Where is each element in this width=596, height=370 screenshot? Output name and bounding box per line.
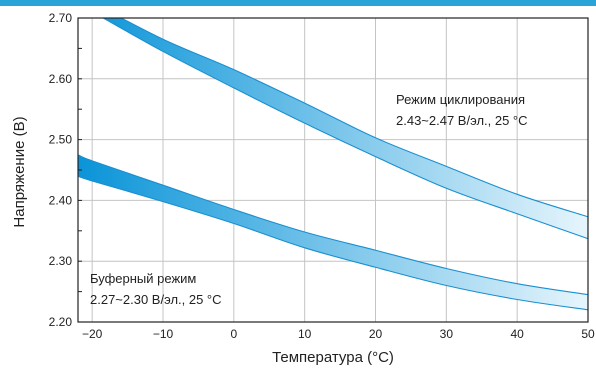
series-annotation-1: Буферный режим — [90, 271, 196, 286]
y-tick-label: 2.20 — [49, 315, 73, 329]
y-tick-label: 2.50 — [49, 133, 73, 147]
x-tick-label: 40 — [510, 327, 524, 341]
bands — [78, 18, 588, 311]
series-annotation-1: 2.27~2.30 В/эл., 25 °C — [90, 292, 222, 307]
x-tick-label: −10 — [153, 327, 174, 341]
y-tick-label: 2.40 — [49, 193, 73, 207]
x-axis-label: Температура (°C) — [272, 349, 394, 366]
x-tick-label: 50 — [581, 327, 595, 341]
y-tick-label: 2.70 — [49, 11, 73, 25]
y-axis-label: Напряжение (В) — [11, 116, 28, 227]
band-series-1 — [78, 154, 588, 311]
x-tick-label: 30 — [440, 327, 454, 341]
top-accent-bar — [0, 0, 596, 6]
x-tick-label: 0 — [230, 327, 237, 341]
y-tick-label: 2.30 — [49, 254, 73, 268]
x-tick-label: −20 — [82, 327, 103, 341]
series-annotation-0: 2.43~2.47 В/эл., 25 °C — [396, 113, 528, 128]
x-tick-label: 10 — [298, 327, 312, 341]
annotations: Режим циклирования 2.43~2.47 В/эл., 25 °C… — [90, 92, 528, 307]
y-tick-label: 2.60 — [49, 72, 73, 86]
x-tick-label: 20 — [369, 327, 383, 341]
series-annotation-0: Режим циклирования — [396, 92, 525, 107]
ticks: −20 −10 0 10 20 30 40 50 2.20 2.30 2.40 2.50 2.60 2.7… — [49, 11, 595, 341]
